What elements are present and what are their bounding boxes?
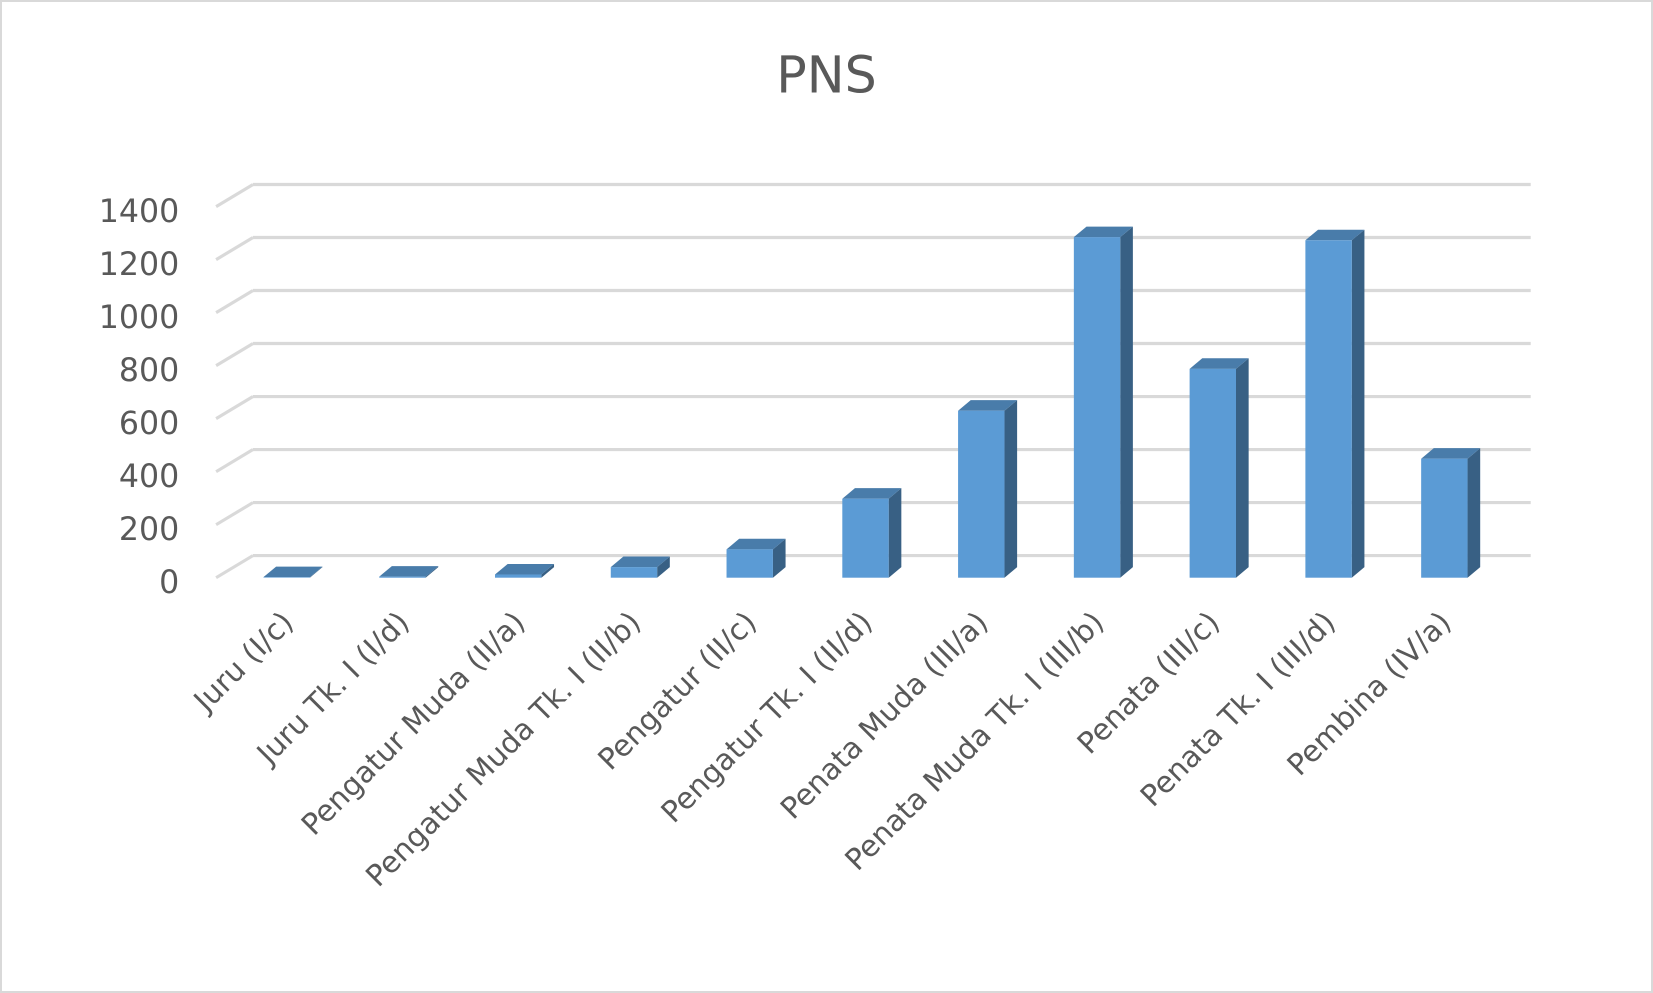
grid-line-floor [215,342,254,368]
grid-line-floor [215,236,254,261]
grid-line-floor [215,554,254,580]
bar-top [1305,229,1365,241]
y-tick-label: 800 [119,353,179,389]
y-tick-label: 1200 [99,247,179,283]
bar-top [1421,448,1481,459]
y-tick-label: 0 [159,565,179,601]
bar [1421,458,1468,578]
y-tick-label: 400 [119,459,179,495]
bar [1073,237,1121,578]
bar [1305,240,1352,578]
grid-line-floor [215,395,254,421]
bar [726,549,773,578]
bar-side [425,566,439,578]
bar-side [772,538,786,578]
grid-line-floor [215,183,254,208]
grid-line-floor [215,289,254,315]
bar-top [379,566,439,577]
bar-side [1120,226,1133,578]
bar-side [309,566,323,578]
grid-line-floor [215,501,254,527]
bar [379,576,426,578]
y-tick-label: 1400 [99,194,179,230]
bar-top [263,566,323,578]
bar-side [1467,448,1481,578]
bar-side [657,556,670,578]
bar [494,574,542,578]
bar-top [494,563,555,575]
bar-side [541,563,555,578]
bar [958,410,1005,578]
bar-side [1236,358,1249,578]
grid-line-floor [215,448,254,474]
y-tick-label: 1000 [99,300,179,336]
bar-side [1351,229,1365,578]
chart-title: PNS [776,46,876,105]
bar-top [610,556,670,568]
y-tick-label: 200 [119,512,179,548]
bar [842,498,889,578]
bar [1189,368,1237,578]
bar-top [842,488,902,499]
bar-top [1189,358,1249,369]
bar-side [1004,400,1018,578]
bar-top [958,400,1018,411]
bar [610,567,658,578]
bar [263,577,310,578]
bar-top [726,538,786,550]
y-tick-label: 600 [119,406,179,442]
bar-side [888,488,902,578]
bar-top [1073,226,1133,238]
